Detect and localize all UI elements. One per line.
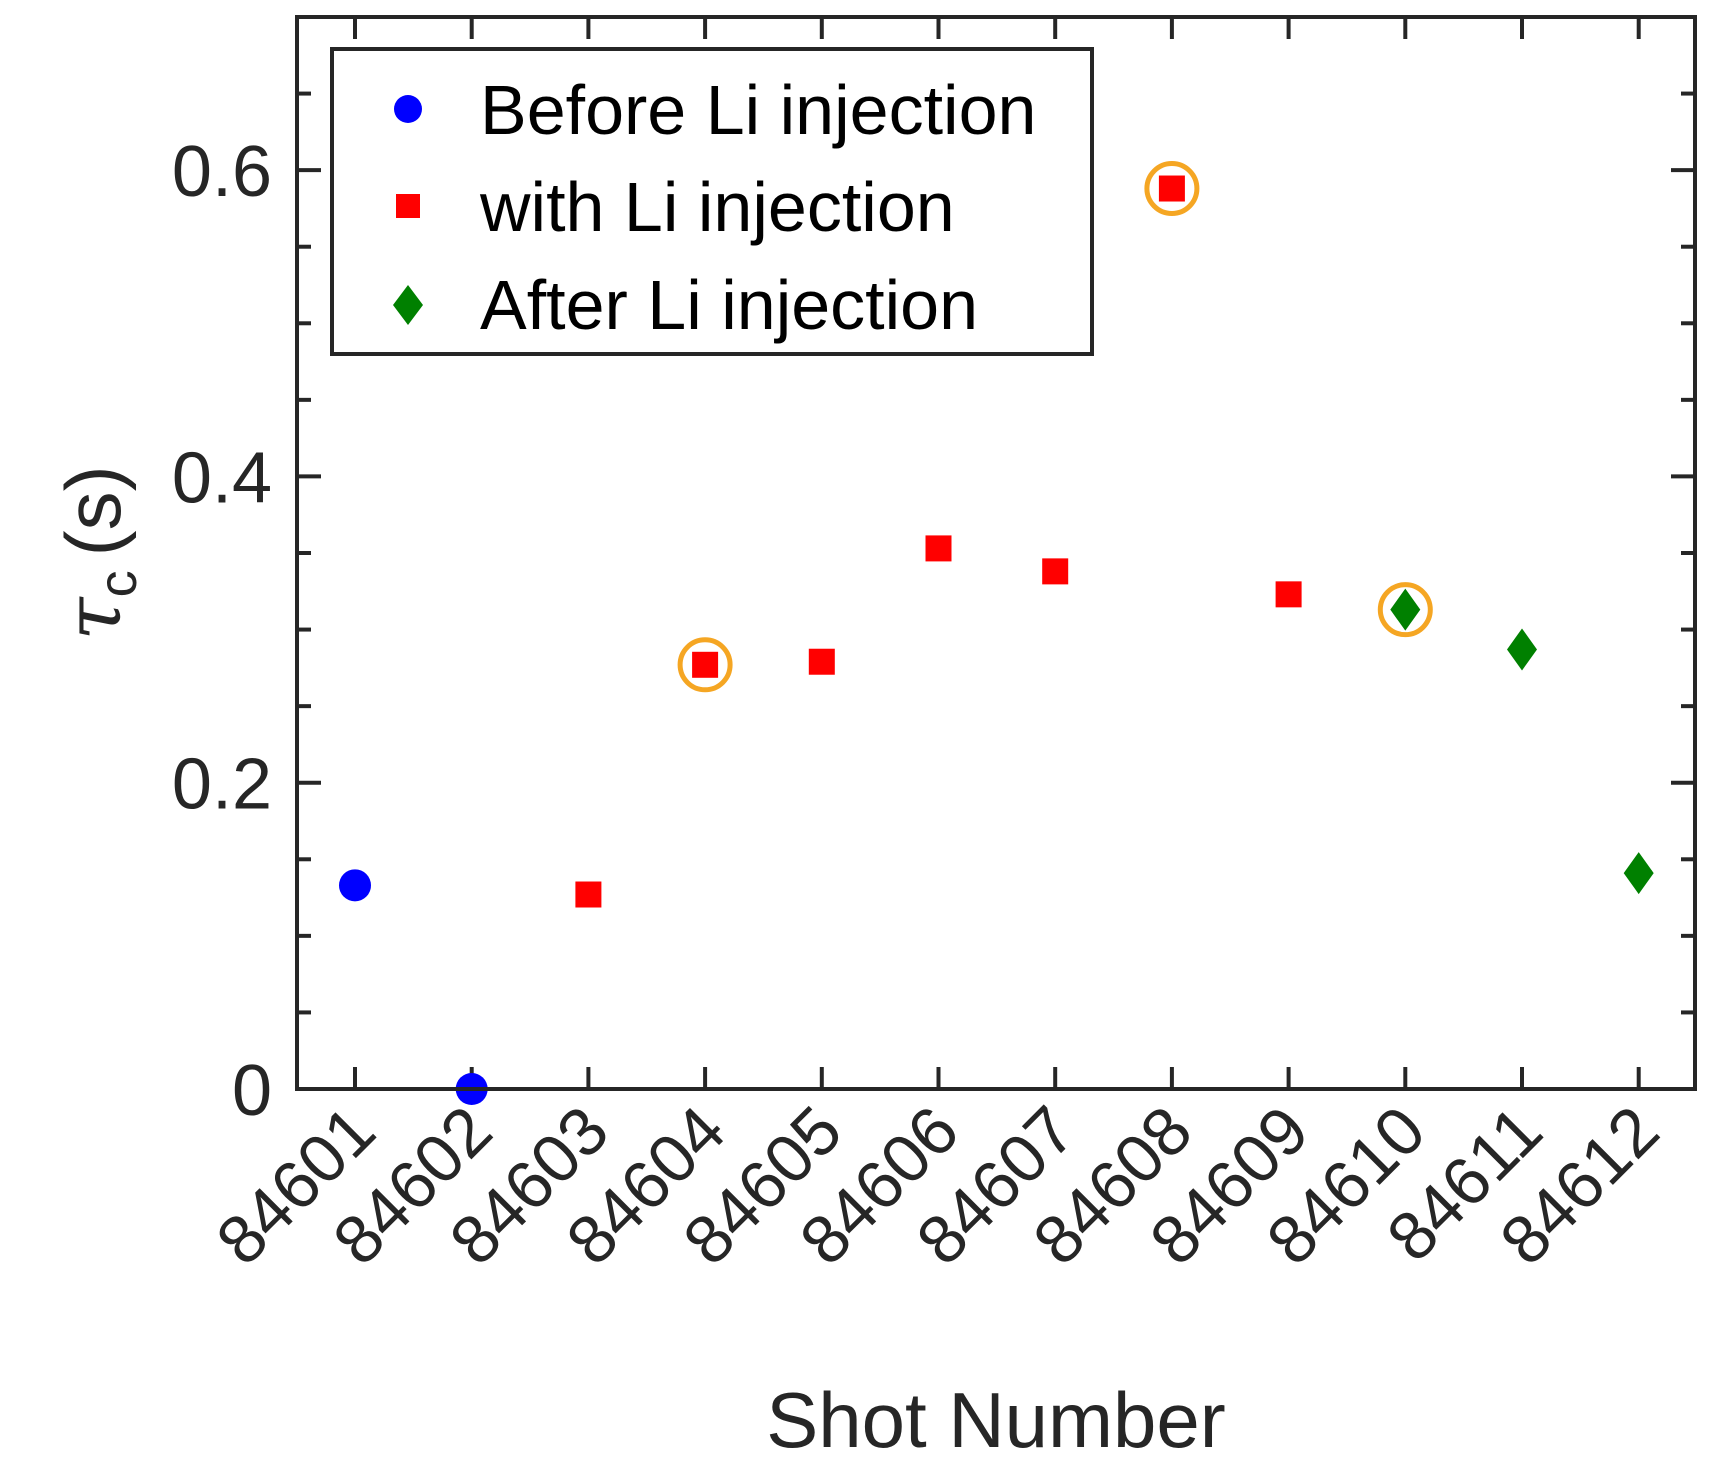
y-tick-label: 0 [232, 1051, 272, 1131]
x-axis-label: Shot Number [766, 1376, 1226, 1464]
highlight-rings [677, 161, 1433, 693]
data-point-circle [339, 869, 371, 902]
legend-marker-with [396, 194, 420, 218]
plot-frame [295, 15, 1697, 1091]
data-points [339, 175, 1654, 1105]
legend-marker-before [394, 95, 422, 123]
y-tick-labels: 0 0.2 0.4 0.6 [172, 132, 272, 1131]
y-axis-label-subscript: c [88, 570, 148, 597]
y-axis-label: τc (s) [49, 465, 148, 640]
data-point-square [1042, 558, 1069, 585]
legend-label-with: with Li injection [479, 168, 955, 246]
data-point-square [692, 651, 719, 678]
legend-label-after: After Li injection [480, 266, 978, 344]
data-point-square [1275, 581, 1302, 608]
legend-label-before: Before Li injection [480, 71, 1036, 149]
legend-box [330, 47, 1094, 356]
highlight-ring [1377, 582, 1433, 638]
y-axis-label-unit: (s) [49, 465, 137, 556]
data-point-diamond [1507, 628, 1537, 671]
data-point-square [808, 648, 835, 675]
legend: Before Li injection with Li injection Af… [330, 47, 1094, 356]
highlight-ring [1144, 161, 1200, 217]
highlight-ring [677, 637, 733, 693]
data-point-square [1158, 175, 1185, 202]
y-tick-label: 0.4 [172, 438, 272, 518]
data-point-diamond [1623, 852, 1654, 895]
x-tick-labels: 8460184602846038460484605846068460784608… [202, 1092, 1673, 1279]
data-point-diamond [1390, 588, 1421, 631]
y-axis-label-symbol: τ [49, 596, 139, 641]
y-tick-label: 0.6 [172, 132, 272, 212]
data-point-square [575, 881, 602, 908]
data-point-square [925, 535, 952, 562]
legend-marker-after [393, 285, 423, 325]
axis-ticks [297, 15, 1695, 1091]
y-tick-label: 0.2 [172, 745, 272, 825]
